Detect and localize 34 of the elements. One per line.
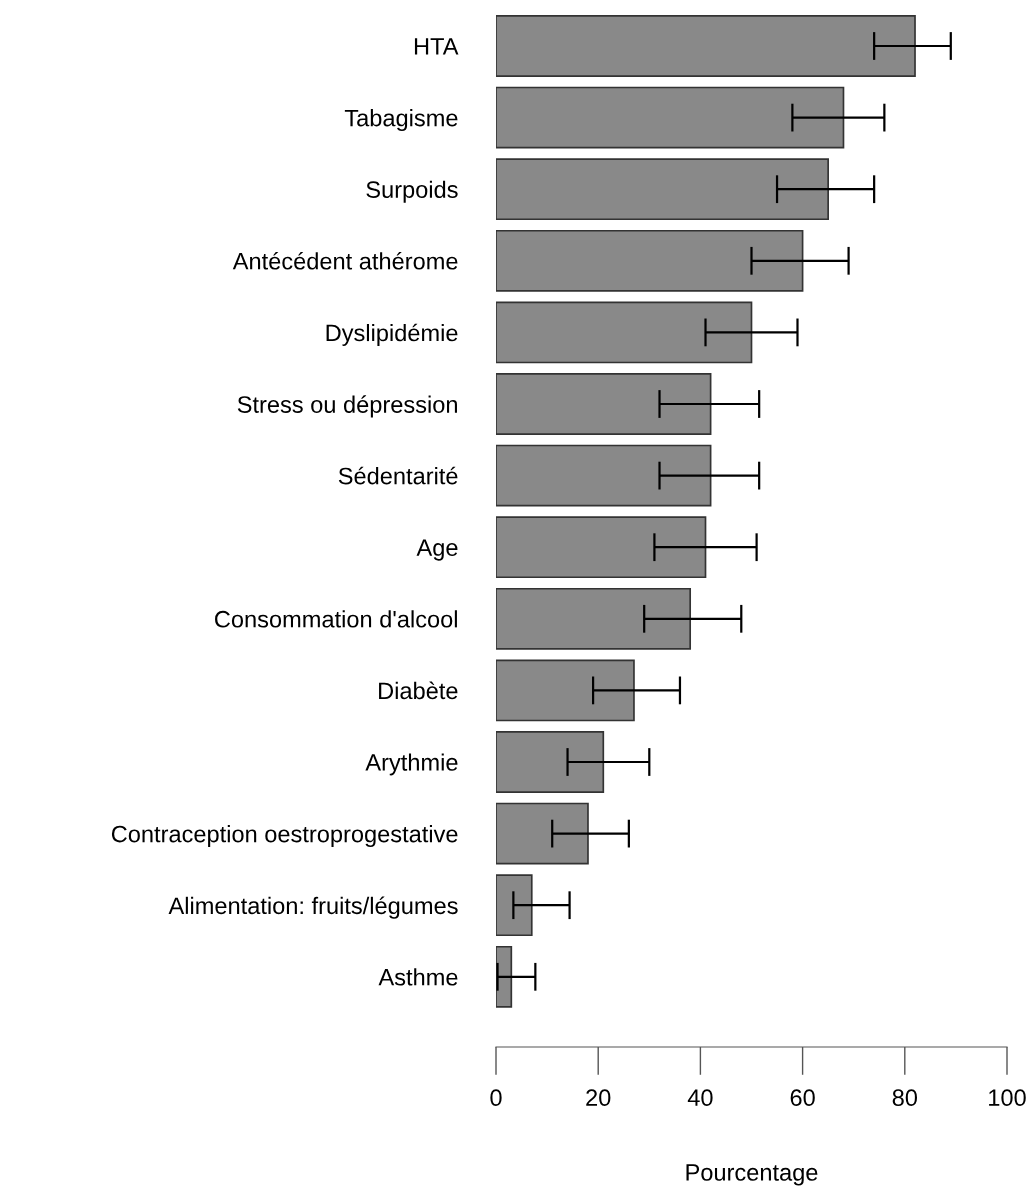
bar bbox=[496, 301, 753, 364]
y-tick-label: Stress ou dépression bbox=[237, 395, 457, 418]
bar bbox=[496, 516, 707, 579]
y-tick-label: Arythmie bbox=[365, 753, 458, 776]
bar bbox=[496, 802, 589, 865]
bar bbox=[496, 444, 712, 507]
bar bbox=[496, 86, 845, 149]
x-tick-label: 40 bbox=[687, 1089, 713, 1107]
y-tick-label: HTA bbox=[414, 38, 459, 55]
y-tick-label: Dyslipidémie bbox=[326, 323, 458, 346]
y-tick-label: Alimentation: fruits/légumes bbox=[168, 896, 458, 919]
bar bbox=[496, 229, 804, 292]
y-tick-label: Contraception oestroprogestative bbox=[111, 825, 458, 848]
bar bbox=[496, 731, 605, 793]
bar bbox=[496, 587, 692, 650]
x-tick-label: 0 bbox=[490, 1089, 502, 1107]
bar bbox=[496, 659, 635, 722]
bar bbox=[496, 874, 533, 937]
y-tick-label: Sédentarité bbox=[338, 466, 458, 485]
y-tick-label: Surpoids bbox=[366, 180, 458, 203]
x-axis-title: Pourcentage bbox=[686, 1164, 818, 1186]
x-tick-label: 60 bbox=[790, 1089, 815, 1107]
x-tick-label: 20 bbox=[586, 1089, 611, 1107]
bar bbox=[496, 158, 829, 221]
bar bbox=[496, 15, 916, 77]
x-tick-label: 100 bbox=[989, 1089, 1026, 1107]
y-tick-label: Antécédent athérome bbox=[232, 251, 458, 270]
y-tick-label: Tabagisme bbox=[344, 109, 458, 132]
x-tick-label: 80 bbox=[892, 1089, 918, 1107]
y-tick-label: Consommation d'alcool bbox=[215, 610, 457, 628]
bar bbox=[496, 373, 712, 435]
y-tick-label: Diabète bbox=[379, 681, 458, 700]
y-tick-label: Asthme bbox=[378, 968, 458, 986]
y-tick-label: Age bbox=[416, 539, 458, 561]
